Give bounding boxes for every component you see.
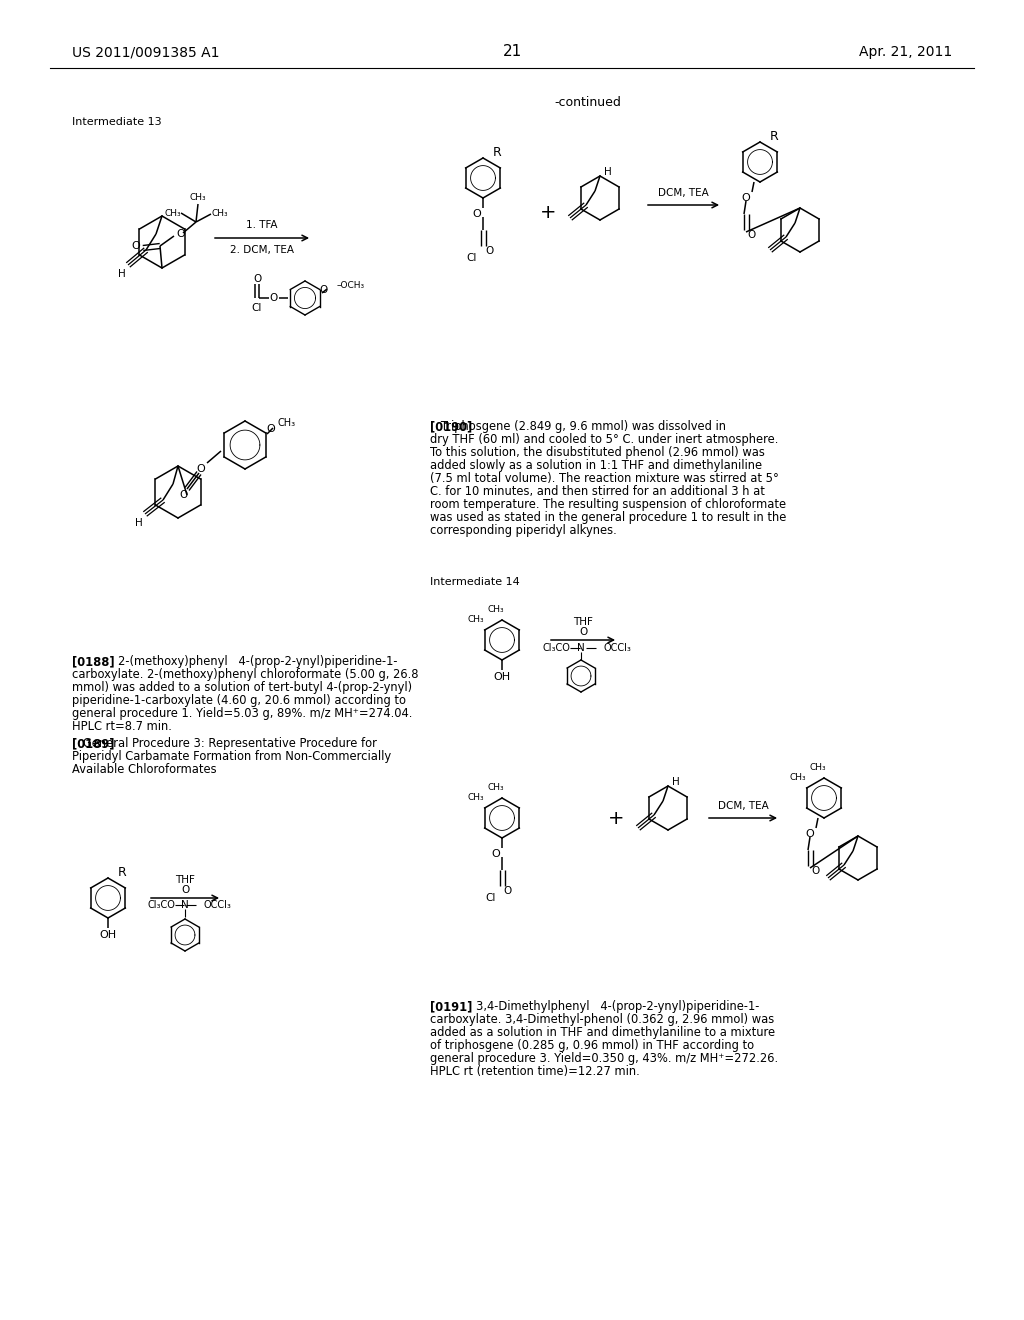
Text: O: O: [812, 866, 820, 876]
Text: [0191]: [0191]: [430, 1001, 472, 1012]
Text: N: N: [578, 643, 585, 653]
Text: CH₃: CH₃: [487, 606, 504, 615]
Text: DCM, TEA: DCM, TEA: [718, 801, 768, 810]
Text: O: O: [179, 490, 187, 500]
Text: O: O: [269, 293, 278, 304]
Text: Available Chloroformates: Available Chloroformates: [72, 763, 217, 776]
Text: -continued: -continued: [555, 96, 622, 110]
Text: +: +: [540, 202, 556, 222]
Text: 1. TFA: 1. TFA: [246, 220, 278, 230]
Text: O: O: [473, 209, 481, 219]
Text: O: O: [266, 424, 275, 434]
Text: O: O: [176, 228, 185, 239]
Text: O: O: [492, 849, 501, 859]
Text: 2-(methoxy)phenyl   4-(prop-2-ynyl)piperidine-1-: 2-(methoxy)phenyl 4-(prop-2-ynyl)piperid…: [118, 655, 397, 668]
Text: OCCl₃: OCCl₃: [204, 900, 231, 909]
Text: CH₃: CH₃: [810, 763, 826, 772]
Text: [0190]: [0190]: [430, 420, 472, 433]
Text: CH₃: CH₃: [790, 774, 806, 783]
Text: OH: OH: [494, 672, 511, 682]
Text: O: O: [318, 285, 327, 294]
Text: Intermediate 13: Intermediate 13: [72, 117, 162, 127]
Text: 3,4-Dimethylphenyl   4-(prop-2-ynyl)piperidine-1-: 3,4-Dimethylphenyl 4-(prop-2-ynyl)piperi…: [476, 1001, 760, 1012]
Text: To this solution, the disubstituted phenol (2.96 mmol) was: To this solution, the disubstituted phen…: [430, 446, 765, 459]
Text: HPLC rt (retention time)=12.27 min.: HPLC rt (retention time)=12.27 min.: [430, 1065, 640, 1078]
Text: O: O: [485, 246, 494, 256]
Text: general procedure 1. Yield=5.03 g, 89%. m/z MH⁺=274.04.: general procedure 1. Yield=5.03 g, 89%. …: [72, 708, 413, 719]
Text: of triphosgene (0.285 g, 0.96 mmol) in THF according to: of triphosgene (0.285 g, 0.96 mmol) in T…: [430, 1039, 754, 1052]
Text: CH₃: CH₃: [278, 418, 296, 428]
Text: Triphosgene (2.849 g, 9.6 mmol) was dissolved in: Triphosgene (2.849 g, 9.6 mmol) was diss…: [430, 420, 726, 433]
Text: H: H: [118, 269, 126, 279]
Text: Piperidyl Carbamate Formation from Non-Commercially: Piperidyl Carbamate Formation from Non-C…: [72, 750, 391, 763]
Text: room temperature. The resulting suspension of chloroformate: room temperature. The resulting suspensi…: [430, 498, 786, 511]
Text: CH₃: CH₃: [467, 793, 484, 803]
Text: carboxylate. 3,4-Dimethyl-phenol (0.362 g, 2.96 mmol) was: carboxylate. 3,4-Dimethyl-phenol (0.362 …: [430, 1012, 774, 1026]
Text: CH₃: CH₃: [467, 615, 484, 624]
Text: (7.5 ml total volume). The reaction mixture was stirred at 5°: (7.5 ml total volume). The reaction mixt…: [430, 473, 779, 484]
Text: 21: 21: [503, 45, 521, 59]
Text: General Procedure 3: Representative Procedure for: General Procedure 3: Representative Proc…: [72, 737, 377, 750]
Text: Cl: Cl: [485, 894, 496, 903]
Text: O: O: [741, 193, 751, 203]
Text: N: N: [181, 900, 188, 909]
Text: O: O: [579, 627, 587, 638]
Text: O: O: [132, 242, 140, 251]
Text: C. for 10 minutes, and then stirred for an additional 3 h at: C. for 10 minutes, and then stirred for …: [430, 484, 765, 498]
Text: added as a solution in THF and dimethylaniline to a mixture: added as a solution in THF and dimethyla…: [430, 1026, 775, 1039]
Text: CH₃: CH₃: [487, 784, 504, 792]
Text: added slowly as a solution in 1:1 THF and dimethylaniline: added slowly as a solution in 1:1 THF an…: [430, 459, 762, 473]
Text: O: O: [253, 275, 261, 284]
Text: piperidine-1-carboxylate (4.60 g, 20.6 mmol) according to: piperidine-1-carboxylate (4.60 g, 20.6 m…: [72, 694, 406, 708]
Text: CH₃: CH₃: [165, 209, 181, 218]
Text: O: O: [197, 465, 206, 474]
Text: CH₃: CH₃: [189, 194, 206, 202]
Text: R: R: [118, 866, 126, 879]
Text: carboxylate. 2-(methoxy)phenyl chloroformate (5.00 g, 26.8: carboxylate. 2-(methoxy)phenyl chlorofor…: [72, 668, 419, 681]
Text: Cl₃CO: Cl₃CO: [147, 900, 175, 909]
Text: US 2011/0091385 A1: US 2011/0091385 A1: [72, 45, 219, 59]
Text: H: H: [135, 517, 143, 528]
Text: DCM, TEA: DCM, TEA: [657, 187, 709, 198]
Text: mmol) was added to a solution of tert-butyl 4-(prop-2-ynyl): mmol) was added to a solution of tert-bu…: [72, 681, 412, 694]
Text: Intermediate 14: Intermediate 14: [430, 577, 520, 587]
Text: O: O: [504, 886, 512, 896]
Text: THF: THF: [175, 875, 195, 884]
Text: +: +: [608, 808, 625, 828]
Text: O: O: [748, 230, 756, 240]
Text: Cl₃CO: Cl₃CO: [542, 643, 570, 653]
Text: –OCH₃: –OCH₃: [337, 281, 366, 289]
Text: OH: OH: [99, 931, 117, 940]
Text: R: R: [770, 129, 778, 143]
Text: 2. DCM, TEA: 2. DCM, TEA: [230, 246, 294, 255]
Text: corresponding piperidyl alkynes.: corresponding piperidyl alkynes.: [430, 524, 616, 537]
Text: O: O: [806, 829, 814, 840]
Text: [0189]: [0189]: [72, 737, 115, 750]
Text: CH₃: CH₃: [212, 210, 228, 219]
Text: HPLC rt=8.7 min.: HPLC rt=8.7 min.: [72, 719, 172, 733]
Text: O: O: [181, 884, 189, 895]
Text: H: H: [604, 168, 611, 177]
Text: R: R: [493, 145, 502, 158]
Text: Cl: Cl: [252, 304, 262, 313]
Text: dry THF (60 ml) and cooled to 5° C. under inert atmosphere.: dry THF (60 ml) and cooled to 5° C. unde…: [430, 433, 778, 446]
Text: Apr. 21, 2011: Apr. 21, 2011: [859, 45, 952, 59]
Text: H: H: [672, 777, 680, 787]
Text: THF: THF: [573, 616, 593, 627]
Text: [0188]: [0188]: [72, 655, 115, 668]
Text: general procedure 3. Yield=0.350 g, 43%. m/z MH⁺=272.26.: general procedure 3. Yield=0.350 g, 43%.…: [430, 1052, 778, 1065]
Text: OCCl₃: OCCl₃: [604, 643, 632, 653]
Text: was used as stated in the general procedure 1 to result in the: was used as stated in the general proced…: [430, 511, 786, 524]
Text: Cl: Cl: [467, 253, 477, 263]
